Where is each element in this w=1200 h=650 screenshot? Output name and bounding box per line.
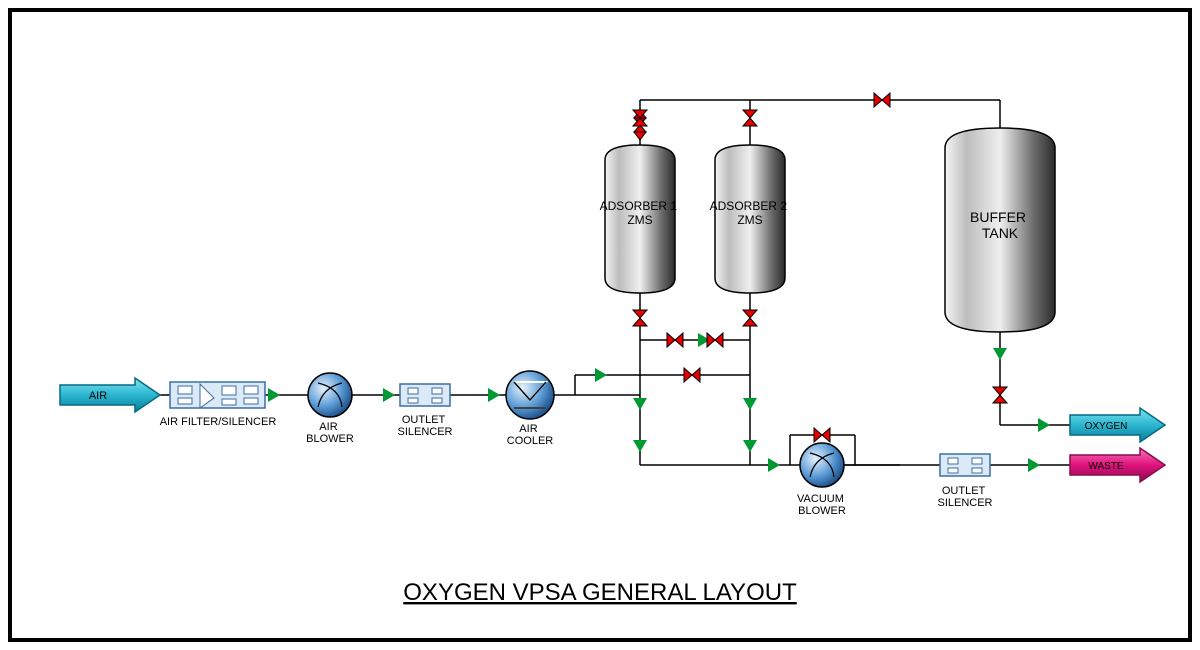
adsorber-1: ADSORBER 1 ZMS	[600, 145, 681, 293]
outlet-silencer-2	[940, 454, 990, 476]
air-arrow-label: AIR	[89, 390, 107, 402]
air-filter-label: AIR FILTER/SILENCER	[160, 416, 277, 428]
air-blower	[308, 373, 352, 417]
adsorber-2: ADSORBER 2 ZMS	[710, 145, 791, 293]
oxygen-arrow-label: OXYGEN	[1085, 421, 1128, 432]
buffer-tank: BUFFER TANK	[945, 128, 1055, 332]
outlet-silencer-1-label: OUTLET SILENCER	[397, 414, 452, 438]
outlet-silencer-2-label: OUTLET SILENCER	[937, 485, 992, 509]
vacuum-blower	[800, 443, 844, 487]
waste-arrow-label: WASTE	[1088, 461, 1124, 472]
diagram-title: OXYGEN VPSA GENERAL LAYOUT	[403, 579, 797, 606]
air-cooler	[506, 371, 554, 419]
air-filter-silencer: AIR FILTER/SILENCER	[160, 382, 277, 428]
vpsa-diagram: OXYGEN VPSA GENERAL LAYOUT	[0, 0, 1200, 650]
vacuum-blower-label: VACUUM BLOWER	[797, 493, 847, 517]
outlet-silencer-1	[400, 384, 450, 406]
